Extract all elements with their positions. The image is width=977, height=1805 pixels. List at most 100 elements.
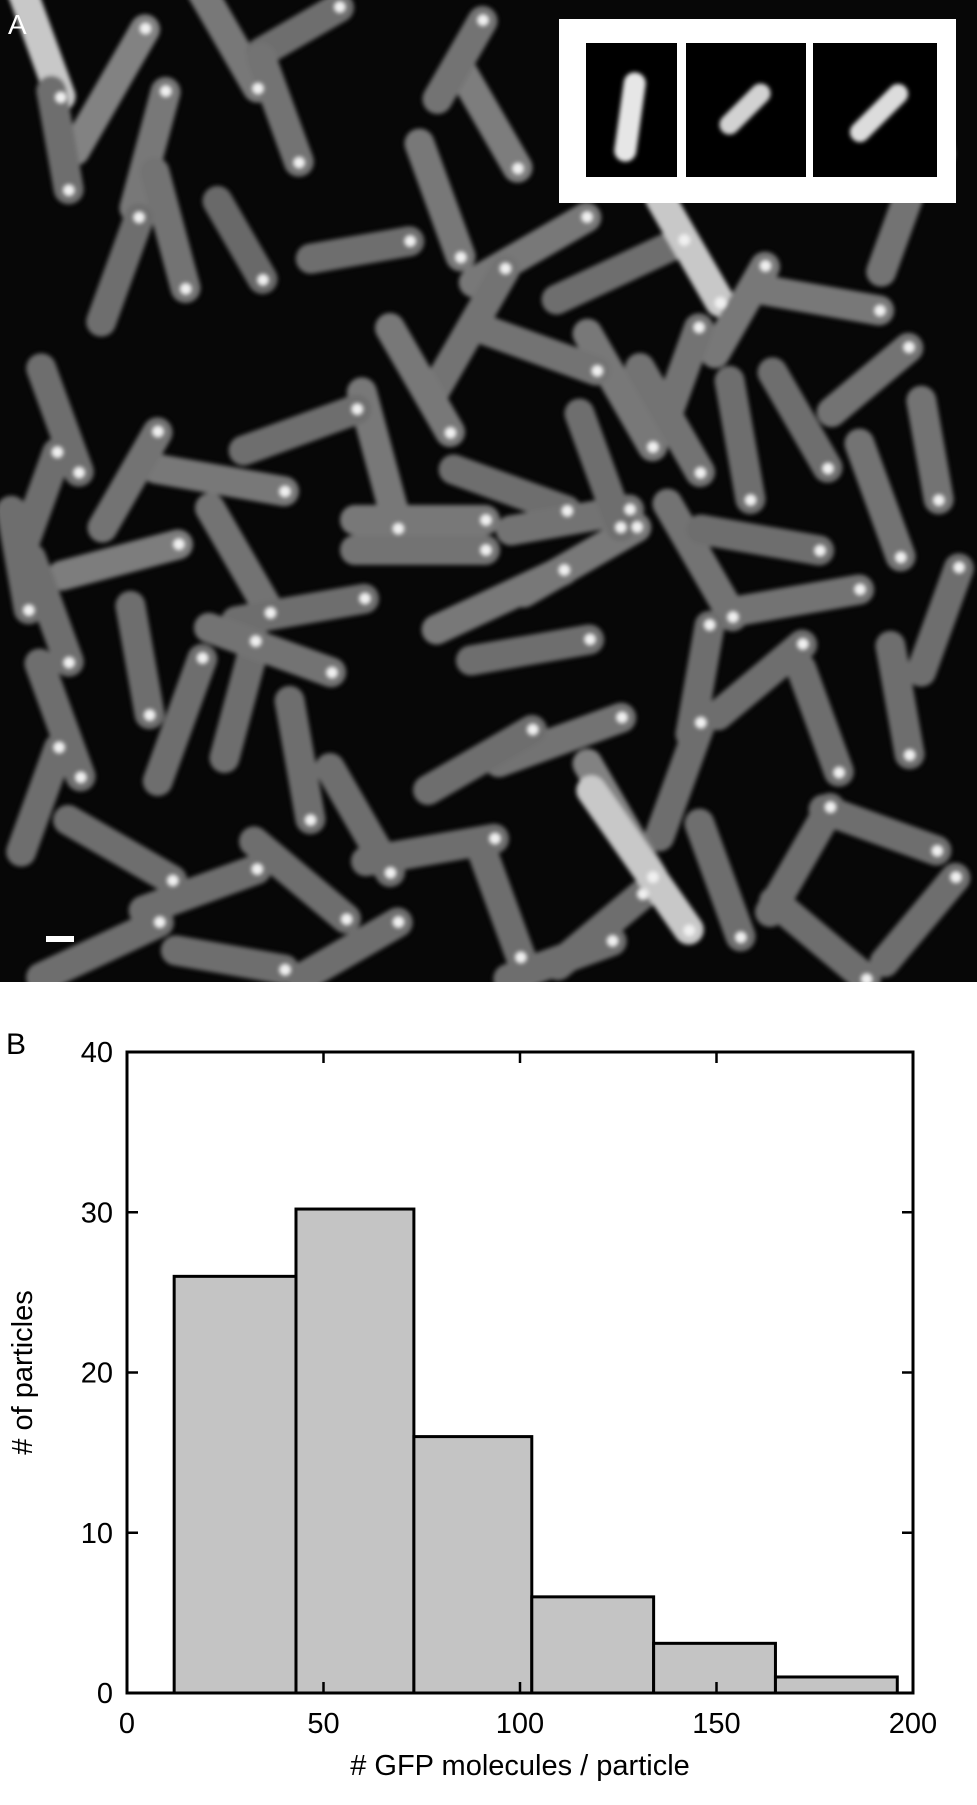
gfp-spot bbox=[139, 22, 152, 35]
bacterium-cell bbox=[274, 685, 326, 835]
gfp-spot bbox=[953, 561, 966, 574]
y-tick-labels: 0 10 20 30 40 bbox=[81, 1037, 113, 1710]
x-tick-label: 200 bbox=[889, 1708, 937, 1740]
bacterium-cell bbox=[725, 574, 875, 626]
x-tick-label: 150 bbox=[692, 1708, 740, 1740]
gfp-spot bbox=[22, 604, 35, 617]
gfp-spot bbox=[512, 162, 524, 175]
gfp-spot bbox=[54, 91, 67, 104]
x-tick-label: 0 bbox=[119, 1708, 135, 1740]
micrograph-panel: A bbox=[0, 0, 977, 994]
bacterium-cell bbox=[315, 753, 405, 887]
gfp-spot bbox=[384, 866, 397, 879]
x-tick-labels: 0 50 100 150 200 bbox=[119, 1708, 937, 1740]
bacterium-cell bbox=[684, 808, 756, 952]
bacterium-cell bbox=[564, 398, 636, 542]
gfp-spot bbox=[631, 521, 644, 533]
bacterium-cell bbox=[340, 535, 500, 565]
gfp-spot bbox=[949, 871, 962, 884]
gfp-spot bbox=[703, 618, 716, 631]
gfp-spot bbox=[744, 494, 757, 507]
bacterium-cell bbox=[702, 629, 818, 731]
bacterium-cell bbox=[844, 428, 916, 572]
bacterium-cell bbox=[438, 454, 582, 526]
bacterium-cell bbox=[26, 907, 174, 993]
bacterium-cell bbox=[816, 332, 924, 428]
x-tick-label: 50 bbox=[307, 1708, 339, 1740]
bacteria-cells bbox=[0, 0, 974, 994]
bacterium-cell bbox=[757, 357, 843, 483]
histogram-bar bbox=[412, 1435, 534, 1695]
y-tick-label: 20 bbox=[81, 1358, 113, 1390]
bacterium-cell bbox=[483, 702, 637, 778]
gfp-spot bbox=[591, 364, 604, 377]
gfp-spot bbox=[166, 874, 179, 887]
bacterium-cell bbox=[209, 627, 271, 773]
bacterium-cell bbox=[875, 630, 925, 770]
inset bbox=[559, 19, 956, 203]
histogram-bar bbox=[652, 1641, 777, 1695]
bacterium-cell bbox=[0, 495, 44, 625]
bacterium-cell bbox=[685, 514, 835, 566]
x-tick-label: 100 bbox=[496, 1708, 544, 1740]
histogram-bar bbox=[294, 1207, 416, 1695]
gfp-spot bbox=[581, 211, 594, 223]
gfp-spot bbox=[293, 156, 306, 169]
gfp-spot bbox=[264, 606, 277, 619]
gfp-spot bbox=[392, 916, 405, 928]
bacterium-cell bbox=[455, 624, 605, 676]
bacterium-cell bbox=[644, 708, 716, 852]
gfp-spot bbox=[616, 711, 629, 724]
bacterium-cell bbox=[786, 653, 854, 787]
bacterium-cell bbox=[420, 254, 520, 406]
bacterium-cell bbox=[541, 225, 699, 315]
histogram-bar bbox=[172, 1274, 298, 1695]
bacterium-cell bbox=[906, 553, 974, 687]
gfp-spot bbox=[304, 814, 317, 827]
bacterium-cell bbox=[4, 0, 76, 112]
bacterium-cell bbox=[202, 186, 278, 294]
bacterium-cell bbox=[464, 828, 536, 972]
bacterium-cell bbox=[906, 385, 954, 515]
bacterium-cell bbox=[413, 715, 547, 805]
histogram-bar bbox=[773, 1675, 899, 1695]
bacterium-cell bbox=[759, 886, 881, 994]
gfp-spot bbox=[62, 184, 75, 197]
gfp-spot bbox=[584, 633, 597, 646]
gfp-spot bbox=[252, 82, 264, 95]
axis-ticks bbox=[125, 1050, 915, 1695]
gfp-spot bbox=[133, 211, 146, 224]
bacterium-cell bbox=[246, 0, 354, 68]
gfp-spot bbox=[931, 844, 944, 857]
gfp-spot bbox=[694, 466, 707, 479]
bacterium-cell bbox=[60, 14, 160, 166]
gfp-spot bbox=[526, 723, 539, 736]
bacterium-cell bbox=[576, 775, 704, 945]
gfp-spot bbox=[514, 951, 527, 964]
gfp-spot bbox=[714, 296, 727, 309]
bacterium-cell bbox=[714, 365, 766, 515]
gfp-spot bbox=[624, 503, 637, 516]
gfp-spot bbox=[932, 494, 945, 507]
gfp-spot bbox=[196, 651, 209, 664]
gfp-spot bbox=[488, 832, 501, 845]
gfp-spot bbox=[278, 485, 291, 498]
gfp-spot bbox=[351, 403, 364, 416]
y-axis-label: # of particles bbox=[7, 1290, 39, 1454]
gfp-spot bbox=[73, 466, 86, 479]
bacterium-cell bbox=[193, 612, 347, 688]
gfp-spot bbox=[874, 304, 887, 317]
bacterium-cell bbox=[468, 314, 612, 386]
y-tick-label: 40 bbox=[81, 1037, 113, 1069]
bacterium-cell bbox=[422, 6, 498, 114]
gfp-spot bbox=[833, 766, 846, 779]
bacterium-cell bbox=[808, 794, 952, 866]
bacterium-cell bbox=[195, 493, 286, 627]
bacterium-cell bbox=[675, 610, 725, 750]
gfp-spot bbox=[561, 504, 574, 517]
bacterium-cell bbox=[6, 733, 74, 867]
gfp-spot bbox=[480, 514, 492, 526]
gfp-spot bbox=[734, 931, 747, 944]
gfp-spot bbox=[693, 321, 706, 334]
gfp-spot bbox=[143, 709, 156, 722]
